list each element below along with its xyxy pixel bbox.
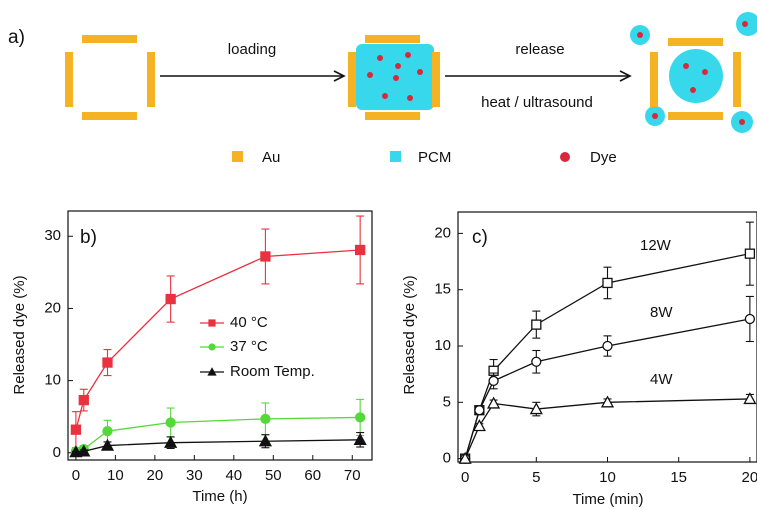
series-label: 4W bbox=[650, 371, 673, 388]
marker bbox=[207, 367, 217, 376]
marker bbox=[164, 435, 178, 448]
marker bbox=[70, 424, 82, 435]
legend-label: Au bbox=[262, 149, 280, 166]
y-tick-label: 15 bbox=[434, 281, 451, 298]
y-axis-label: Released dye (%) bbox=[401, 275, 418, 394]
y-tick-label: 30 bbox=[44, 227, 61, 244]
x-tick-label: 0 bbox=[461, 469, 469, 486]
x-tick-label: 10 bbox=[107, 467, 124, 484]
marker bbox=[488, 375, 499, 387]
x-tick-label: 5 bbox=[532, 469, 540, 486]
marker bbox=[165, 293, 176, 305]
marker bbox=[602, 340, 613, 352]
series-label: 8W bbox=[650, 304, 673, 321]
series-line bbox=[75, 439, 361, 453]
x-axis-label: Time (h) bbox=[192, 488, 247, 505]
legend-label: 37 °C bbox=[230, 338, 268, 355]
marker bbox=[77, 444, 91, 457]
series-line bbox=[464, 318, 751, 459]
marker bbox=[472, 419, 486, 432]
panel-label: b) bbox=[80, 227, 97, 248]
legend-swatch bbox=[560, 152, 570, 162]
legend-label: Room Temp. bbox=[230, 363, 315, 380]
au-frame bbox=[650, 38, 741, 120]
marker bbox=[165, 417, 176, 428]
marker bbox=[602, 277, 613, 289]
x-tick-label: 40 bbox=[225, 467, 242, 484]
y-tick-label: 20 bbox=[44, 299, 61, 316]
marker bbox=[531, 319, 542, 330]
x-tick-label: 20 bbox=[147, 467, 164, 484]
legend-label: 40 °C bbox=[230, 314, 268, 331]
marker bbox=[78, 394, 89, 406]
series-label: 12W bbox=[640, 237, 672, 254]
dyes bbox=[637, 21, 748, 125]
arrow-label: loading bbox=[228, 41, 276, 58]
marker bbox=[600, 395, 615, 408]
series-line bbox=[75, 416, 361, 452]
x-tick-label: 20 bbox=[742, 469, 757, 486]
arrow-head bbox=[619, 70, 632, 82]
x-tick-label: 60 bbox=[304, 467, 321, 484]
marker bbox=[260, 251, 271, 262]
series-line bbox=[464, 398, 750, 459]
series-line bbox=[75, 249, 361, 430]
x-tick-label: 10 bbox=[599, 469, 616, 486]
x-axis-label: Time (min) bbox=[572, 491, 643, 508]
y-tick-label: 10 bbox=[434, 337, 451, 354]
panel-label: c) bbox=[472, 227, 488, 248]
legend-swatch bbox=[232, 151, 243, 162]
marker bbox=[102, 425, 113, 437]
panel-label: a) bbox=[8, 27, 25, 48]
dyes bbox=[367, 52, 423, 101]
y-tick-label: 0 bbox=[53, 444, 61, 461]
pcm bbox=[630, 12, 757, 133]
x-tick-label: 15 bbox=[670, 469, 687, 486]
marker bbox=[208, 343, 216, 351]
marker bbox=[743, 392, 757, 405]
y-tick-label: 20 bbox=[434, 224, 451, 241]
marker bbox=[474, 405, 485, 416]
plot-frame bbox=[67, 210, 373, 461]
marker bbox=[100, 438, 115, 451]
y-tick-label: 10 bbox=[44, 372, 61, 389]
x-tick-label: 30 bbox=[186, 467, 203, 484]
marker bbox=[208, 319, 216, 327]
marker bbox=[531, 356, 542, 367]
arrow-label: heat / ultrasound bbox=[481, 94, 593, 111]
y-axis-label: Released dye (%) bbox=[11, 275, 28, 394]
au-frame bbox=[65, 35, 155, 120]
legend-swatch bbox=[390, 151, 401, 162]
y-tick-label: 0 bbox=[443, 450, 451, 467]
au-frame bbox=[348, 35, 440, 120]
marker bbox=[258, 434, 273, 447]
marker bbox=[102, 357, 113, 368]
arrow-label: release bbox=[515, 41, 564, 58]
marker bbox=[355, 412, 366, 423]
marker bbox=[529, 402, 543, 415]
panel-a: a) loading release heat / ultrasound bbox=[8, 12, 757, 166]
marker bbox=[458, 451, 472, 464]
legend-label: PCM bbox=[418, 149, 451, 166]
marker bbox=[744, 313, 756, 325]
marker bbox=[353, 432, 367, 445]
marker bbox=[744, 248, 756, 259]
legend-label: Dye bbox=[590, 149, 617, 166]
y-tick-label: 5 bbox=[443, 393, 451, 410]
arrow-head bbox=[333, 70, 346, 82]
x-tick-label: 50 bbox=[265, 467, 282, 484]
marker bbox=[486, 396, 501, 409]
marker bbox=[355, 244, 366, 256]
x-tick-label: 70 bbox=[344, 467, 361, 484]
marker bbox=[260, 413, 271, 425]
x-tick-label: 0 bbox=[72, 467, 80, 484]
